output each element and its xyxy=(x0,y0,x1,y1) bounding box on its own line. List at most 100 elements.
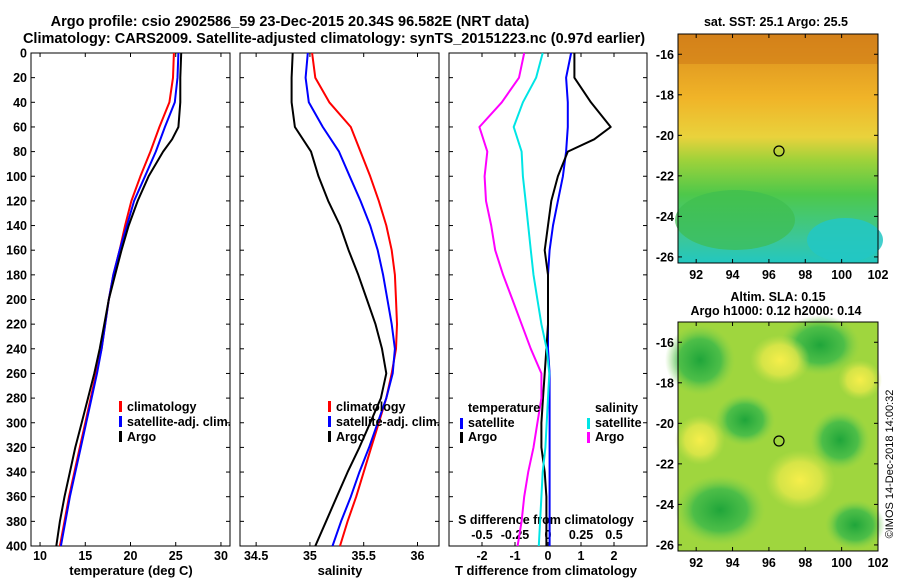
sla-map-frame xyxy=(677,321,879,552)
sla-argo-location-marker xyxy=(773,435,785,447)
sst-cool-patch xyxy=(807,218,883,262)
lat-tick-label: -16 xyxy=(656,336,674,350)
x-tick-label: 34.5 xyxy=(244,549,268,563)
sla-yellow-blob xyxy=(838,360,882,400)
x-tick-label: 1 xyxy=(578,549,585,563)
depth-tick-label: 60 xyxy=(13,120,27,134)
difference-legend: temperature satellite Argo salinity sate… xyxy=(460,401,642,444)
legend-label-climatology: climatology xyxy=(336,400,406,414)
depth-tick-label: 340 xyxy=(6,466,27,480)
s-tick-label: 0.25 xyxy=(569,528,593,542)
sst-green-patch xyxy=(675,190,795,250)
depth-ticks xyxy=(31,52,647,547)
depth-tick-label: 180 xyxy=(6,268,27,282)
sla-lat-ticks: -16 -18 -20 -22 -24 -26 xyxy=(656,336,878,552)
lon-tick-label: 102 xyxy=(868,556,889,570)
x-tick-label: 2 xyxy=(611,549,618,563)
legend-swatch-satellite xyxy=(328,416,331,427)
lat-tick-label: -22 xyxy=(656,169,674,183)
depth-tick-label: 0 xyxy=(20,47,27,61)
sla-map-subtitle: Argo h1000: 0.12 h2000: 0.14 xyxy=(691,304,862,318)
series-line-salinity-argo xyxy=(478,52,543,547)
x-tick-label: 20 xyxy=(124,549,138,563)
x-tick-label: 35 xyxy=(303,549,317,563)
series-line-temperature-argo xyxy=(540,53,612,546)
temperature-series xyxy=(55,52,183,547)
sla-yellow-blob xyxy=(765,450,835,510)
lon-tick-label: 98 xyxy=(798,268,812,282)
lat-tick-label: -18 xyxy=(656,88,674,102)
depth-tick-label: 80 xyxy=(13,145,27,159)
lat-tick-label: -18 xyxy=(656,376,674,390)
sla-lon-ticks: 92 94 96 98 100 102 xyxy=(689,322,888,570)
depth-tick-label: 20 xyxy=(13,71,27,85)
lon-tick-label: 98 xyxy=(798,556,812,570)
lat-tick-label: -26 xyxy=(656,250,674,264)
temperature-x-ticks: 10 15 20 25 30 xyxy=(33,53,228,563)
legend-swatch-argo xyxy=(328,431,331,442)
depth-tick-label: 120 xyxy=(6,194,27,208)
depth-tick-label: 360 xyxy=(6,490,27,504)
lon-tick-label: 94 xyxy=(726,556,740,570)
lon-tick-label: 94 xyxy=(726,268,740,282)
s-tick-label: 0.5 xyxy=(605,528,622,542)
legend-label-s-satellite: satellite xyxy=(595,416,642,430)
lat-tick-label: -20 xyxy=(656,417,674,431)
salinity-legend: climatology satellite-adj. clim. Argo xyxy=(328,400,440,444)
legend-swatch-satellite xyxy=(119,416,122,427)
legend-label-argo: Argo xyxy=(127,430,157,444)
depth-tick-label: 320 xyxy=(6,441,27,455)
header-line-1: Argo profile: csio 2902586_59 23-Dec-201… xyxy=(51,14,530,30)
legend-swatch-s-argo xyxy=(587,432,590,443)
temperature-panel-frame xyxy=(30,52,231,547)
sla-yellow-blob xyxy=(750,335,810,385)
series-line-salinity-satellite xyxy=(512,52,551,547)
sla-yellow-blob xyxy=(675,415,725,465)
depth-tick-label: 140 xyxy=(6,219,27,233)
x-tick-label: 0 xyxy=(545,549,552,563)
sst-map-frame xyxy=(677,33,879,264)
legend-swatch-t-satellite xyxy=(460,418,463,429)
legend-swatch-climatology xyxy=(328,401,331,412)
series-line-climatology xyxy=(58,52,175,547)
series-line-argo xyxy=(290,52,388,547)
legend-label-argo: Argo xyxy=(336,430,366,444)
header-line-2: Climatology: CARS2009. Satellite-adjuste… xyxy=(23,31,645,47)
sst-warm-patch xyxy=(678,34,878,64)
legend-label-t-argo: Argo xyxy=(468,430,498,444)
x-tick-label: 36 xyxy=(411,549,425,563)
x-tick-label: 25 xyxy=(169,549,183,563)
s-difference-ticks: -0.5 -0.25 0 0.25 0.5 xyxy=(471,528,623,542)
x-tick-label: 15 xyxy=(78,549,92,563)
temperature-axis-label: temperature (deg C) xyxy=(69,563,193,578)
legend-swatch-s-satellite xyxy=(587,418,590,429)
depth-tick-label: 400 xyxy=(6,540,27,554)
legend-label-climatology: climatology xyxy=(127,400,197,414)
depth-axis: 0 20 40 60 80 100 120 140 160 180 200 220 240 260 280 3… xyxy=(6,47,27,554)
sla-map-title: Altim. SLA: 0.15 xyxy=(730,290,825,304)
x-tick-label: 35.5 xyxy=(352,549,376,563)
s-tick-label: -0.25 xyxy=(501,528,530,542)
lon-tick-label: 100 xyxy=(831,556,852,570)
sst-lat-ticks: -16 -18 -20 -22 -24 -26 xyxy=(656,48,878,264)
credit-text: ©IMOS 14-Dec-2018 14:00:32 xyxy=(884,390,896,539)
legend-title-salinity: salinity xyxy=(595,401,638,415)
sla-green-blob xyxy=(810,410,870,470)
sla-green-blob xyxy=(715,394,775,446)
series-line-satellite-adj-clim- xyxy=(304,52,396,547)
salinity-x-ticks: 34.5 35 35.5 36 xyxy=(244,53,425,563)
t-difference-axis-label: T difference from climatology xyxy=(455,563,638,578)
legend-label-t-satellite: satellite xyxy=(468,416,515,430)
sst-map-title: sat. SST: 25.1 Argo: 25.5 xyxy=(704,15,848,29)
depth-tick-label: 300 xyxy=(6,416,27,430)
lon-tick-label: 102 xyxy=(868,268,889,282)
depth-tick-label: 280 xyxy=(6,392,27,406)
depth-tick-label: 100 xyxy=(6,170,27,184)
x-tick-label: 30 xyxy=(214,549,228,563)
salinity-axis-label: salinity xyxy=(318,563,364,578)
sst-lon-ticks: 92 94 96 98 100 102 xyxy=(689,34,888,282)
lon-tick-label: 96 xyxy=(762,556,776,570)
lon-tick-label: 100 xyxy=(831,268,852,282)
lon-tick-label: 92 xyxy=(689,268,703,282)
